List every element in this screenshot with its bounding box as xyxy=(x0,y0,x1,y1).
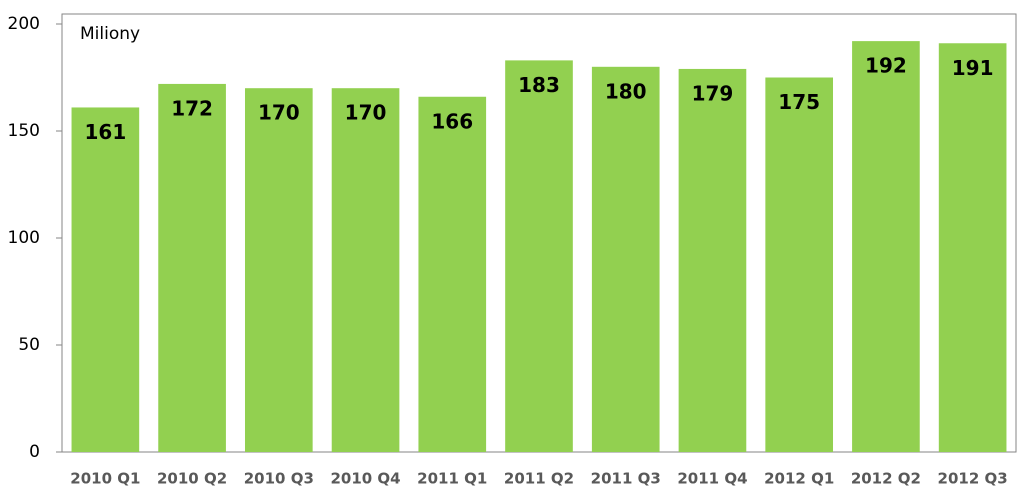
bar xyxy=(418,96,487,452)
x-tick-label: 2011 Q2 xyxy=(504,470,574,488)
bar xyxy=(591,66,660,453)
y-tick-label: 200 xyxy=(8,14,40,34)
bar xyxy=(505,60,573,452)
data-label: 170 xyxy=(345,101,387,125)
x-tick-label: 2011 Q3 xyxy=(591,470,661,488)
y-tick-label: 50 xyxy=(18,335,40,355)
bar xyxy=(244,88,313,452)
x-tick-label: 2010 Q1 xyxy=(70,470,140,488)
x-tick-label: 2010 Q4 xyxy=(330,470,400,488)
bar xyxy=(852,41,920,453)
y-tick-label: 0 xyxy=(29,442,40,462)
data-label: 161 xyxy=(84,120,126,144)
data-label: 172 xyxy=(171,96,213,120)
bar xyxy=(765,77,834,452)
x-tick-label: 2012 Q1 xyxy=(764,470,834,488)
data-label: 180 xyxy=(605,79,647,103)
bar xyxy=(938,43,1007,452)
bar xyxy=(71,107,140,453)
bar xyxy=(158,83,226,453)
x-tick-label: 2012 Q3 xyxy=(938,470,1008,488)
x-tick-label: 2011 Q4 xyxy=(677,470,747,488)
annotation: Miliony xyxy=(80,24,140,44)
data-label: 192 xyxy=(865,54,907,78)
data-label: 183 xyxy=(518,73,560,97)
data-label: 170 xyxy=(258,101,300,125)
data-label: 166 xyxy=(431,109,473,133)
x-tick-label: 2010 Q2 xyxy=(157,470,227,488)
data-label: 191 xyxy=(952,56,994,80)
y-tick-label: 150 xyxy=(8,121,40,141)
data-label: 175 xyxy=(778,90,820,114)
x-tick-label: 2010 Q3 xyxy=(244,470,314,488)
bar xyxy=(678,68,747,452)
x-tick-label: 2012 Q2 xyxy=(851,470,921,488)
bar xyxy=(331,88,400,452)
y-tick-label: 100 xyxy=(8,228,40,248)
data-label: 179 xyxy=(692,81,734,105)
x-tick-label: 2011 Q1 xyxy=(417,470,487,488)
